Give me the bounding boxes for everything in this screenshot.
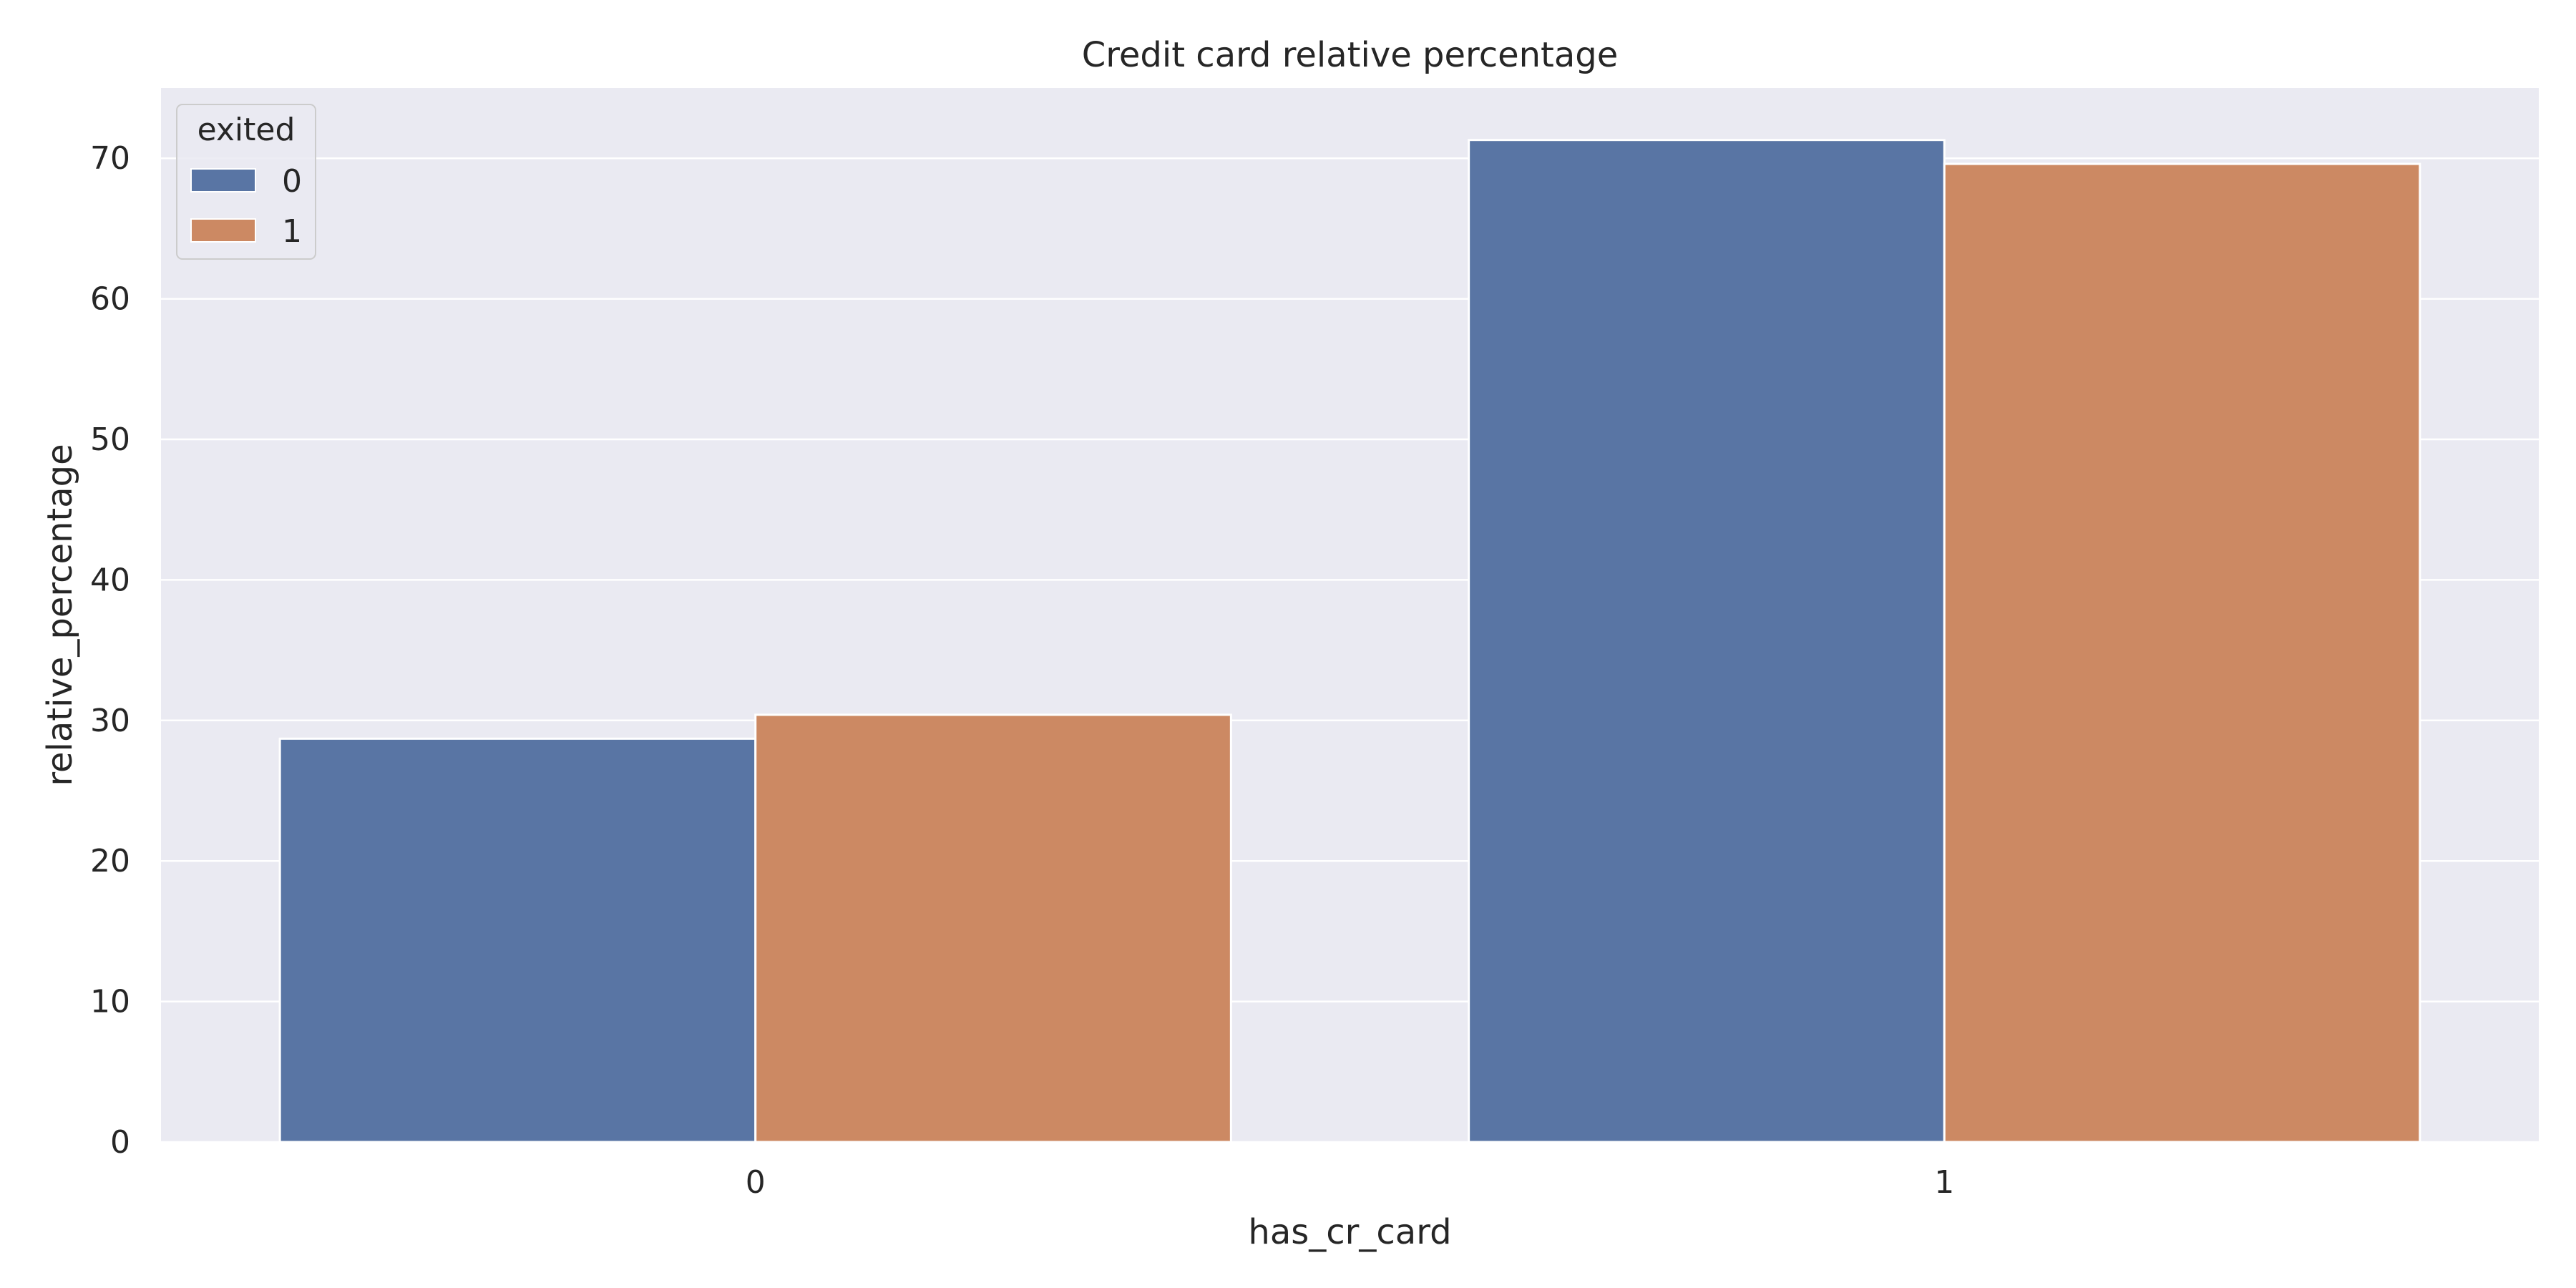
legend-items: 01: [190, 163, 302, 250]
x-axis-label: has_cr_card: [1248, 1212, 1451, 1252]
legend-label: 1: [282, 213, 302, 250]
legend-swatch: [190, 218, 256, 243]
legend-title: exited: [197, 112, 296, 148]
y-tick-label: 40: [90, 562, 130, 598]
y-tick-label: 30: [90, 703, 130, 739]
y-tick-label: 20: [90, 843, 130, 879]
y-tick-label: 50: [90, 421, 130, 458]
y-axis-label: relative_percentage: [40, 444, 80, 786]
y-axis-ticks: 0 10 20 30 40 50 60 70: [90, 140, 130, 1161]
legend-swatch: [190, 168, 256, 192]
y-tick-label: 0: [110, 1124, 130, 1161]
y-tick-label: 10: [90, 984, 130, 1020]
y-tick-label: 70: [90, 140, 130, 177]
bar-hascr-0-exited-1: [754, 713, 1232, 1143]
x-tick-label: 0: [746, 1164, 766, 1201]
bars: [278, 139, 2421, 1143]
legend: exited 01: [176, 104, 316, 260]
bar-hascr-1-exited-1: [1943, 162, 2421, 1143]
bar-hascr-0-exited-0: [278, 737, 757, 1143]
chart-title: Credit card relative percentage: [1082, 35, 1619, 75]
y-tick-label: 60: [90, 281, 130, 318]
bar-hascr-1-exited-0: [1468, 139, 1946, 1143]
x-tick-label: 1: [1934, 1164, 1954, 1201]
legend-label: 0: [282, 163, 302, 200]
